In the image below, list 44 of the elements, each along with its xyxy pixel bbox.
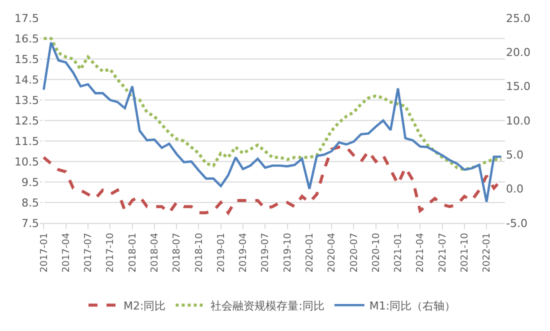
x-tick-label: 2018-01 bbox=[127, 232, 138, 273]
y-tick-label: 14.5 bbox=[14, 73, 39, 86]
legend-label: M1:同比（右轴） bbox=[369, 299, 456, 312]
x-tick-label: 2019-10 bbox=[282, 232, 294, 273]
x-tick-label: 2018-07 bbox=[172, 232, 183, 273]
x-tick-label: 2021-10 bbox=[459, 232, 470, 273]
x-tick-label: 2020-07 bbox=[348, 232, 360, 273]
y2-tick-label: 25.0 bbox=[506, 12, 530, 25]
x-tick-label: 2017-01 bbox=[38, 232, 50, 273]
y-tick-label: 12.5 bbox=[14, 114, 39, 128]
y-tick-label: 7.5 bbox=[22, 216, 39, 230]
y2-tick-label: 15.0 bbox=[506, 80, 530, 94]
y-tick-label: 13.5 bbox=[14, 94, 39, 107]
line-series bbox=[42, 41, 502, 203]
x-tick-label: 2021-01 bbox=[393, 232, 404, 273]
y2-tick-label: 10.0 bbox=[506, 114, 530, 128]
legend-label: 社会融资规模存量:同比 bbox=[210, 299, 324, 312]
y2-tick-label: -5.0 bbox=[506, 216, 528, 230]
x-tick-label: 2020-01 bbox=[304, 232, 316, 273]
x-tick-label: 2020-10 bbox=[370, 232, 382, 273]
x-tick-label: 2019-07 bbox=[260, 232, 272, 273]
x-tick-label: 2018-10 bbox=[194, 232, 205, 273]
y2-tick-label: 0.0 bbox=[506, 182, 524, 196]
y-tick-label: 17.5 bbox=[14, 12, 39, 25]
x-tick-label: 2022-01 bbox=[482, 232, 493, 273]
y-tick-label: 15.5 bbox=[14, 52, 39, 66]
line-series bbox=[42, 37, 503, 172]
x-tick-label: 2019-01 bbox=[216, 232, 227, 273]
x-tick-label: 2020-04 bbox=[326, 232, 338, 273]
x-tick-label: 2021-07 bbox=[437, 232, 448, 273]
y2-tick-label: 20.0 bbox=[506, 46, 530, 60]
x-tick-label: 2017-07 bbox=[83, 232, 94, 273]
legend-label: M2:同比 bbox=[124, 299, 166, 312]
y-tick-label: 10.5 bbox=[14, 155, 39, 168]
x-tick-label: 2018-04 bbox=[149, 232, 160, 273]
x-tick-label: 2017-10 bbox=[105, 232, 116, 273]
y-tick-label: 8.5 bbox=[22, 196, 39, 210]
y-tick-label: 11.5 bbox=[14, 134, 39, 148]
y2-tick-label: 5.0 bbox=[506, 148, 524, 162]
x-tick-label: 2019-04 bbox=[238, 232, 250, 273]
y-tick-label: 9.5 bbox=[22, 176, 39, 189]
y-tick-label: 16.5 bbox=[14, 32, 39, 46]
x-tick-label: 2017-04 bbox=[60, 232, 72, 273]
x-tick-label: 2021-04 bbox=[415, 232, 426, 273]
